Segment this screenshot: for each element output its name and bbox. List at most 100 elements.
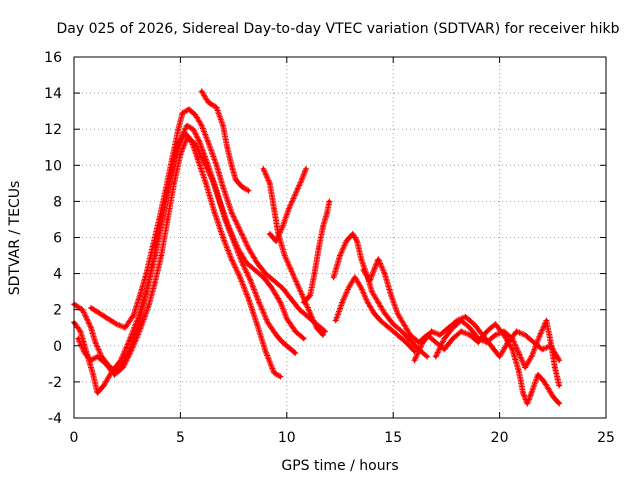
y-tick-label: -4 (48, 411, 62, 427)
data-point (359, 257, 363, 261)
data-point (127, 353, 131, 357)
data-point (172, 181, 176, 185)
data-point (551, 394, 555, 398)
axis-ticks (73, 56, 607, 419)
data-point (429, 329, 434, 333)
data-point (376, 257, 380, 261)
data-point (498, 355, 502, 359)
data-point (302, 300, 306, 305)
data-point (83, 351, 87, 355)
data-point (404, 340, 408, 344)
series-arc-7 (266, 165, 309, 245)
data-point (353, 275, 357, 279)
data-point (253, 268, 257, 272)
data-point (523, 333, 527, 337)
data-point (295, 282, 300, 287)
data-point (459, 329, 463, 333)
data-point (229, 210, 234, 214)
x-axis-title: GPS time / hours (281, 458, 398, 474)
data-point (285, 317, 289, 321)
data-point (244, 261, 248, 265)
series-arc-9 (330, 230, 431, 360)
data-point (370, 290, 374, 294)
data-point (157, 217, 161, 222)
data-point (521, 391, 525, 395)
data-point (312, 272, 317, 276)
series-arc-3 (88, 106, 329, 335)
data-point (442, 347, 446, 352)
data-point (451, 326, 455, 330)
data-point (408, 333, 412, 337)
data-point (193, 113, 197, 117)
y-tick-label: 2 (53, 303, 62, 319)
data-point (140, 322, 144, 326)
data-point (153, 281, 157, 285)
data-point (293, 351, 297, 355)
series-arc-4 (75, 135, 307, 378)
y-axis-title: SDTVAR / TECUs (7, 181, 23, 296)
y-tick-label: 8 (53, 194, 62, 210)
data-point (272, 207, 276, 211)
data-point (119, 358, 123, 362)
data-point (210, 178, 214, 182)
data-point (134, 338, 138, 342)
data-point (321, 225, 325, 229)
data-point (227, 226, 231, 231)
data-point (472, 322, 476, 326)
data-point (297, 308, 302, 312)
data-point (378, 318, 383, 323)
x-tick-label: 10 (278, 430, 296, 446)
data-point (202, 160, 206, 164)
data-point (200, 123, 204, 128)
data-point (340, 300, 344, 305)
data-point (274, 239, 278, 243)
data-point (197, 140, 202, 144)
x-tick-label: 25 (597, 430, 615, 446)
data-point (549, 340, 553, 344)
data-point (383, 272, 387, 276)
data-point (93, 340, 97, 344)
data-point (187, 107, 191, 111)
chart-title: Day 025 of 2026, Sidereal Day-to-day VTE… (57, 21, 620, 37)
data-point (255, 322, 259, 326)
data-point (214, 163, 219, 167)
data-point (493, 322, 497, 326)
data-point (510, 336, 514, 341)
data-point (185, 123, 189, 128)
data-point (400, 329, 404, 333)
data-point (102, 383, 106, 388)
data-point (263, 349, 268, 353)
y-tick-label: 16 (44, 50, 62, 66)
data-point (159, 253, 163, 258)
data-point (138, 293, 142, 297)
data-point (557, 383, 561, 388)
data-point (293, 329, 297, 333)
data-point (255, 261, 259, 265)
data-point (383, 311, 387, 315)
data-point (229, 163, 234, 167)
data-point (395, 311, 400, 315)
data-point (517, 369, 521, 373)
data-point (402, 322, 406, 326)
data-point (95, 391, 100, 395)
data-point (485, 329, 489, 333)
data-point (425, 355, 429, 359)
data-point (314, 326, 319, 330)
data-point (387, 326, 391, 330)
data-point (238, 228, 242, 232)
data-point (557, 401, 561, 406)
data-point (489, 344, 493, 348)
data-point (261, 167, 265, 171)
data-point (221, 123, 225, 128)
data-point (346, 286, 351, 290)
data-point (236, 246, 240, 250)
data-point (434, 340, 438, 344)
x-tick-label: 0 (70, 430, 79, 446)
data-point (438, 333, 442, 337)
y-tick-label: 12 (44, 122, 62, 138)
data-point (219, 203, 223, 207)
data-point (78, 329, 82, 333)
data-point (272, 371, 276, 375)
data-point (536, 373, 540, 377)
data-point (266, 320, 270, 324)
